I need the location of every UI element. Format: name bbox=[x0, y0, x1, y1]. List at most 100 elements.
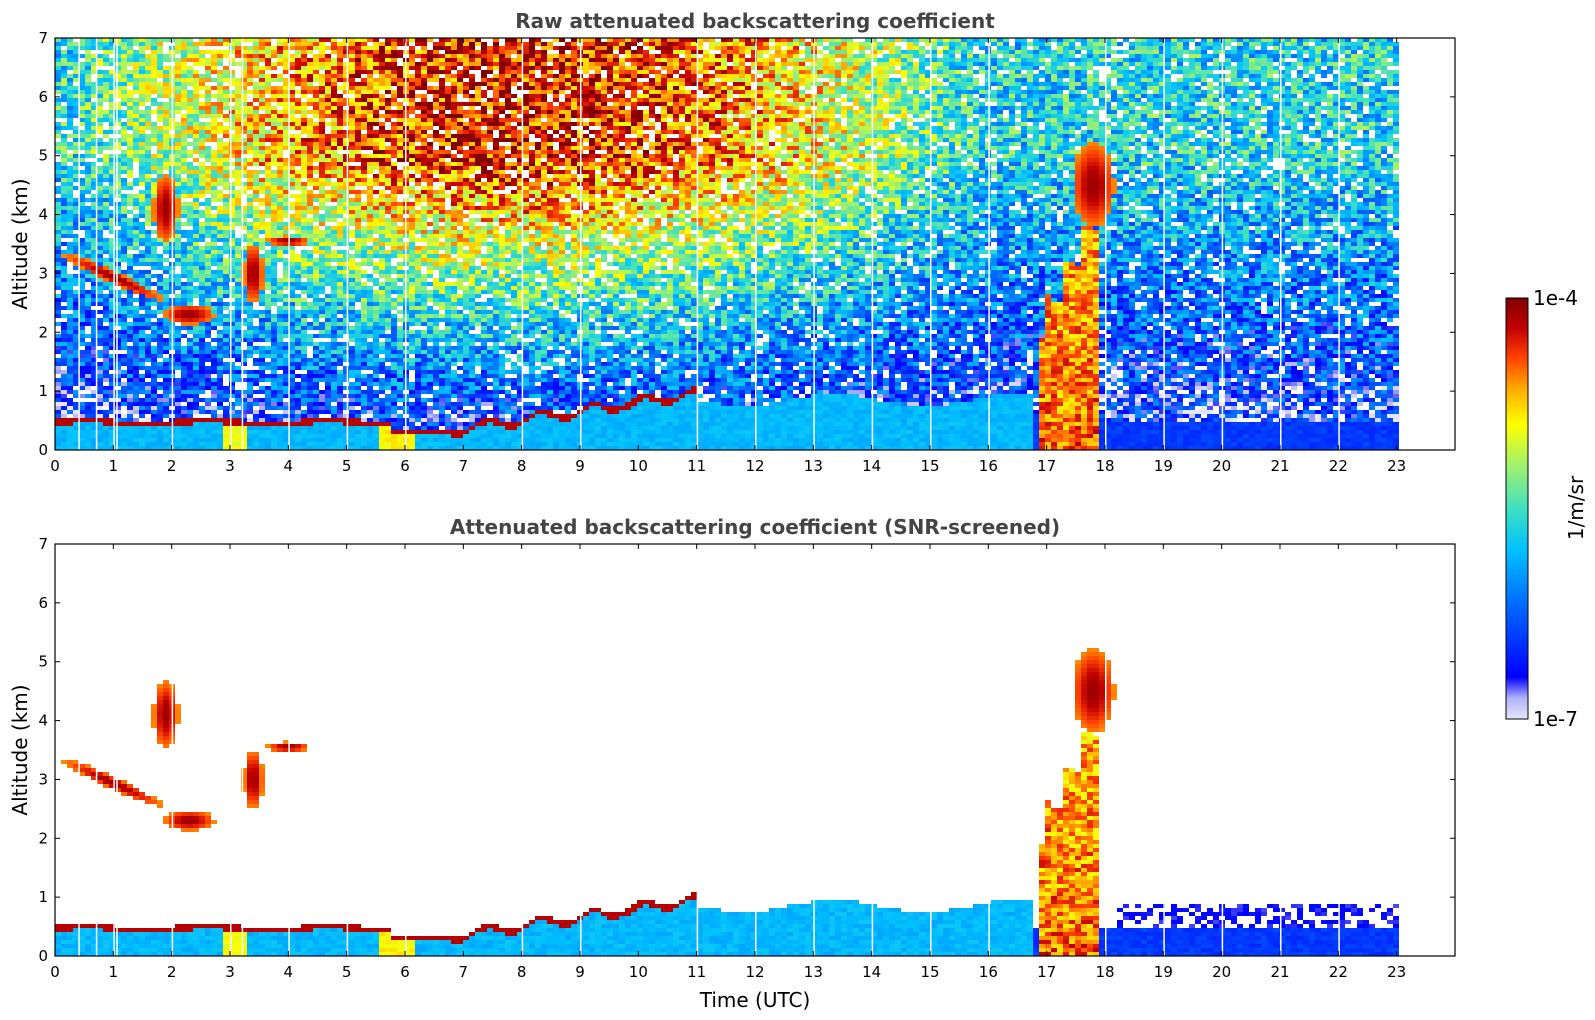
heatmap-cell bbox=[751, 58, 757, 62]
heatmap-cell bbox=[793, 62, 799, 66]
heatmap-cell bbox=[955, 62, 961, 66]
heatmap-cell bbox=[1381, 90, 1387, 94]
heatmap-cell bbox=[607, 78, 613, 82]
heatmap-cell bbox=[1021, 78, 1027, 82]
heatmap-cell bbox=[1171, 54, 1177, 58]
heatmap-cell bbox=[121, 98, 127, 102]
heatmap-cell bbox=[613, 138, 619, 142]
heatmap-cell bbox=[187, 118, 193, 122]
heatmap-cell bbox=[343, 50, 349, 54]
heatmap-cell bbox=[1261, 46, 1267, 50]
heatmap-cell bbox=[703, 98, 709, 102]
heatmap-cell bbox=[745, 122, 751, 126]
heatmap-cell bbox=[721, 110, 727, 114]
heatmap-cell bbox=[1195, 110, 1201, 114]
heatmap-cell bbox=[469, 114, 475, 118]
heatmap-cell bbox=[1081, 134, 1087, 138]
heatmap-cell bbox=[67, 90, 73, 94]
heatmap-cell bbox=[301, 138, 307, 142]
heatmap-cell bbox=[757, 134, 763, 138]
heatmap-cell bbox=[1003, 106, 1009, 110]
heatmap-cell bbox=[85, 66, 91, 70]
heatmap-cell bbox=[277, 98, 283, 102]
heatmap-cell bbox=[199, 62, 205, 66]
heatmap-cell bbox=[1123, 98, 1129, 102]
heatmap-cell bbox=[61, 114, 67, 118]
heatmap-cell bbox=[1189, 90, 1195, 94]
heatmap-cell bbox=[319, 66, 325, 70]
heatmap-cell bbox=[1057, 126, 1063, 130]
heatmap-cell bbox=[181, 62, 187, 66]
heatmap-cell bbox=[1147, 66, 1153, 70]
heatmap-cell bbox=[1201, 90, 1207, 94]
heatmap-cell bbox=[235, 78, 241, 82]
heatmap-cell bbox=[1375, 130, 1381, 134]
heatmap-cell bbox=[979, 54, 985, 58]
heatmap-cell bbox=[73, 106, 79, 110]
heatmap-cell bbox=[1375, 82, 1381, 86]
heatmap-cell bbox=[523, 98, 529, 102]
heatmap-cell bbox=[1237, 66, 1243, 70]
heatmap-cell bbox=[367, 70, 373, 74]
heatmap-cell bbox=[709, 54, 715, 58]
heatmap-cell bbox=[217, 58, 223, 62]
heatmap-cell bbox=[145, 122, 151, 126]
heatmap-cell bbox=[733, 82, 739, 86]
heatmap-cell bbox=[379, 106, 385, 110]
heatmap-cell bbox=[415, 78, 421, 82]
heatmap-cell bbox=[769, 86, 775, 90]
heatmap-cell bbox=[1201, 70, 1207, 74]
heatmap-cell bbox=[397, 78, 403, 82]
heatmap-cell bbox=[739, 122, 745, 126]
heatmap-cell bbox=[487, 62, 493, 66]
heatmap-cell bbox=[769, 102, 775, 106]
heatmap-cell bbox=[667, 78, 673, 82]
heatmap-cell bbox=[943, 122, 949, 126]
heatmap-cell bbox=[547, 86, 553, 90]
heatmap-cell bbox=[199, 114, 205, 118]
heatmap-cell bbox=[1291, 78, 1297, 82]
heatmap-cell bbox=[259, 130, 265, 134]
heatmap-cell bbox=[1225, 90, 1231, 94]
heatmap-cell bbox=[1375, 122, 1381, 126]
heatmap-cell bbox=[1003, 90, 1009, 94]
heatmap-cell bbox=[673, 50, 679, 54]
heatmap-cell bbox=[757, 126, 763, 130]
heatmap-cell bbox=[1021, 82, 1027, 86]
heatmap-cell bbox=[73, 62, 79, 66]
heatmap-cell bbox=[661, 54, 667, 58]
heatmap-cell bbox=[283, 62, 289, 66]
heatmap-cell bbox=[1381, 62, 1387, 66]
heatmap-cell bbox=[181, 54, 187, 58]
heatmap-cell bbox=[619, 58, 625, 62]
heatmap-cell bbox=[1279, 106, 1285, 110]
heatmap-cell bbox=[991, 94, 997, 98]
heatmap-cell bbox=[1345, 66, 1351, 70]
heatmap-cell bbox=[439, 122, 445, 126]
heatmap-cell bbox=[985, 58, 991, 62]
heatmap-cell bbox=[1129, 58, 1135, 62]
heatmap-cell bbox=[1213, 38, 1219, 42]
heatmap-cell bbox=[1051, 78, 1057, 82]
heatmap-cell bbox=[223, 50, 229, 54]
heatmap-cell bbox=[1171, 106, 1177, 110]
heatmap-cell bbox=[385, 106, 391, 110]
heatmap-cell bbox=[625, 86, 631, 90]
heatmap-cell bbox=[853, 90, 859, 94]
heatmap-cell bbox=[391, 54, 397, 58]
heatmap-cell bbox=[1351, 62, 1357, 66]
heatmap-cell bbox=[745, 50, 751, 54]
heatmap-cell bbox=[1033, 90, 1039, 94]
heatmap-cell bbox=[151, 134, 157, 138]
heatmap-cell bbox=[73, 50, 79, 54]
heatmap-cell bbox=[517, 106, 523, 110]
heatmap-cell bbox=[331, 98, 337, 102]
heatmap-cell bbox=[895, 134, 901, 138]
heatmap-cell bbox=[337, 118, 343, 122]
heatmap-cell bbox=[673, 122, 679, 126]
heatmap-cell bbox=[1375, 78, 1381, 82]
heatmap-cell bbox=[193, 62, 199, 66]
heatmap-cell bbox=[127, 94, 133, 98]
heatmap-cell bbox=[607, 46, 613, 50]
heatmap-cell bbox=[253, 62, 259, 66]
